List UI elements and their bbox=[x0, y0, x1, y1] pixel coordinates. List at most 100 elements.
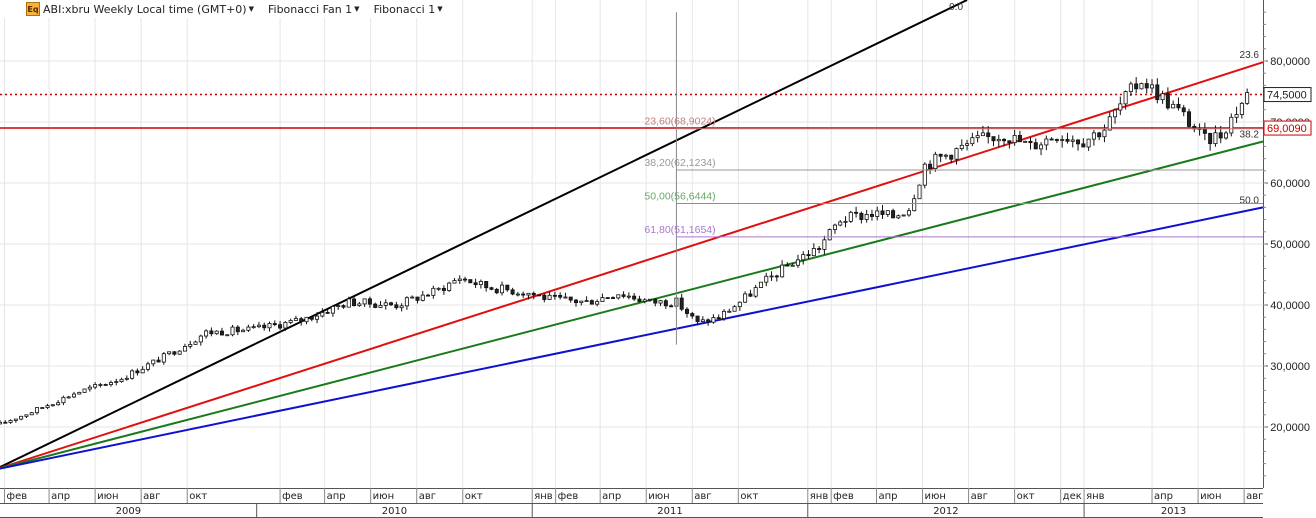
fibonacci-retracement[interactable]: 23,60(68,9024) 38,20(62,1234) 50,00(56,644… bbox=[644, 12, 1263, 345]
candle-body bbox=[1202, 128, 1207, 134]
candle-body bbox=[431, 287, 436, 296]
candle-body bbox=[1002, 138, 1007, 142]
candle-body bbox=[753, 287, 758, 297]
candle-body bbox=[600, 297, 605, 302]
fan-ratio-label: 0.0 bbox=[949, 2, 963, 13]
candle-body bbox=[241, 329, 246, 333]
candle-body bbox=[695, 315, 700, 322]
candle-body bbox=[510, 289, 515, 295]
candle-body bbox=[1245, 92, 1250, 104]
candle-body bbox=[484, 281, 489, 289]
fibonacci-fan[interactable]: 0.0 23.6 38.2 50.0 bbox=[0, 0, 1264, 470]
month-label: авг bbox=[971, 491, 988, 502]
fibonacci-fan-menu[interactable]: Fibonacci Fan 1 ▼ bbox=[268, 3, 360, 16]
symbol-menu[interactable]: ABI:xbru Weekly Local time (GMT+0) ▼ bbox=[43, 3, 254, 16]
candle-body bbox=[188, 343, 193, 347]
candle-body bbox=[568, 296, 573, 301]
candle-body bbox=[737, 301, 742, 308]
candle-body bbox=[647, 298, 652, 301]
fibonacci-fan-label: Fibonacci Fan 1 bbox=[267, 2, 353, 16]
candle-body bbox=[663, 300, 668, 307]
candle-body bbox=[140, 368, 145, 374]
candle-body bbox=[917, 184, 922, 200]
candle-body bbox=[394, 304, 399, 309]
candle-body bbox=[473, 282, 478, 286]
candle-body bbox=[219, 330, 224, 336]
candle-body bbox=[399, 305, 404, 309]
candle-body bbox=[251, 326, 256, 329]
candle-body bbox=[848, 211, 853, 222]
candle-body bbox=[1165, 93, 1170, 109]
candle-body bbox=[214, 330, 219, 335]
candle-body bbox=[198, 335, 203, 343]
candle-body bbox=[943, 154, 948, 157]
candle-body bbox=[1176, 103, 1181, 109]
candle-body bbox=[182, 346, 187, 352]
candle-body bbox=[315, 315, 320, 320]
candle-body bbox=[108, 382, 113, 385]
candle-body bbox=[1123, 91, 1128, 105]
candle-body bbox=[1049, 138, 1054, 141]
candle-body bbox=[320, 312, 325, 317]
month-label: апр bbox=[1154, 491, 1173, 502]
candle-body bbox=[721, 310, 726, 319]
candle-body bbox=[1007, 140, 1012, 144]
candle-body bbox=[885, 210, 890, 215]
candle-body bbox=[1134, 83, 1139, 90]
candle-body bbox=[415, 296, 420, 301]
candle-body bbox=[45, 405, 50, 408]
candle-body bbox=[145, 363, 150, 370]
candle-body bbox=[579, 300, 584, 304]
fibonacci-menu[interactable]: Fibonacci 1 ▼ bbox=[374, 3, 443, 16]
candle-body bbox=[1181, 107, 1186, 113]
equity-icon[interactable]: Eq bbox=[26, 2, 40, 16]
month-label: дек bbox=[1063, 491, 1082, 502]
fan-line bbox=[0, 140, 1264, 470]
candle-body bbox=[330, 306, 335, 314]
candle-body bbox=[452, 280, 457, 284]
candle-body bbox=[684, 308, 689, 314]
candle-body bbox=[574, 299, 579, 304]
current-price-tag-label: 74,5000 bbox=[1267, 90, 1307, 102]
time-axis[interactable]: фев апр июн авг окт фев апр июн авг окт янв фев апр и… bbox=[0, 488, 1263, 518]
price-tick-label: 20,0000 bbox=[1270, 422, 1310, 434]
candle-body bbox=[954, 148, 959, 160]
price-axis[interactable]: 20,000030,000040,000050,000060,000070,00… bbox=[1263, 0, 1316, 518]
candle-body bbox=[1017, 134, 1022, 143]
symbol-label: ABI:xbru Weekly Local time (GMT+0) bbox=[43, 2, 247, 16]
candle-body bbox=[489, 287, 494, 290]
month-label: июн bbox=[925, 491, 946, 502]
candle-body bbox=[774, 275, 779, 278]
candle-body bbox=[1023, 140, 1028, 143]
candle-body bbox=[61, 396, 66, 404]
candle-body bbox=[537, 294, 542, 297]
year-label: 2012 bbox=[933, 506, 958, 517]
candle-body bbox=[991, 136, 996, 142]
candle-body bbox=[975, 135, 980, 139]
candle-body bbox=[373, 303, 378, 308]
candle-body bbox=[526, 292, 531, 296]
candle-body bbox=[811, 248, 816, 257]
candle-body bbox=[832, 224, 837, 230]
month-label: фев bbox=[282, 491, 303, 502]
candle-body bbox=[3, 421, 8, 424]
candle-body bbox=[912, 198, 917, 212]
candle-body bbox=[859, 212, 864, 220]
candle-body bbox=[283, 322, 288, 329]
candle-body bbox=[896, 215, 901, 219]
month-label: окт bbox=[1017, 491, 1035, 502]
candle-body bbox=[928, 163, 933, 170]
candle-body bbox=[389, 302, 394, 306]
candle-body bbox=[817, 248, 822, 250]
month-label: фев bbox=[558, 491, 579, 502]
candle-body bbox=[1139, 83, 1144, 90]
candle-body bbox=[822, 239, 827, 250]
candle-body bbox=[1097, 132, 1102, 138]
month-label: авг bbox=[1246, 491, 1263, 502]
candle-body bbox=[1239, 102, 1244, 115]
candle-body bbox=[632, 295, 637, 300]
candle-body bbox=[457, 278, 462, 281]
candle-body bbox=[801, 254, 806, 261]
candle-body bbox=[436, 287, 441, 290]
